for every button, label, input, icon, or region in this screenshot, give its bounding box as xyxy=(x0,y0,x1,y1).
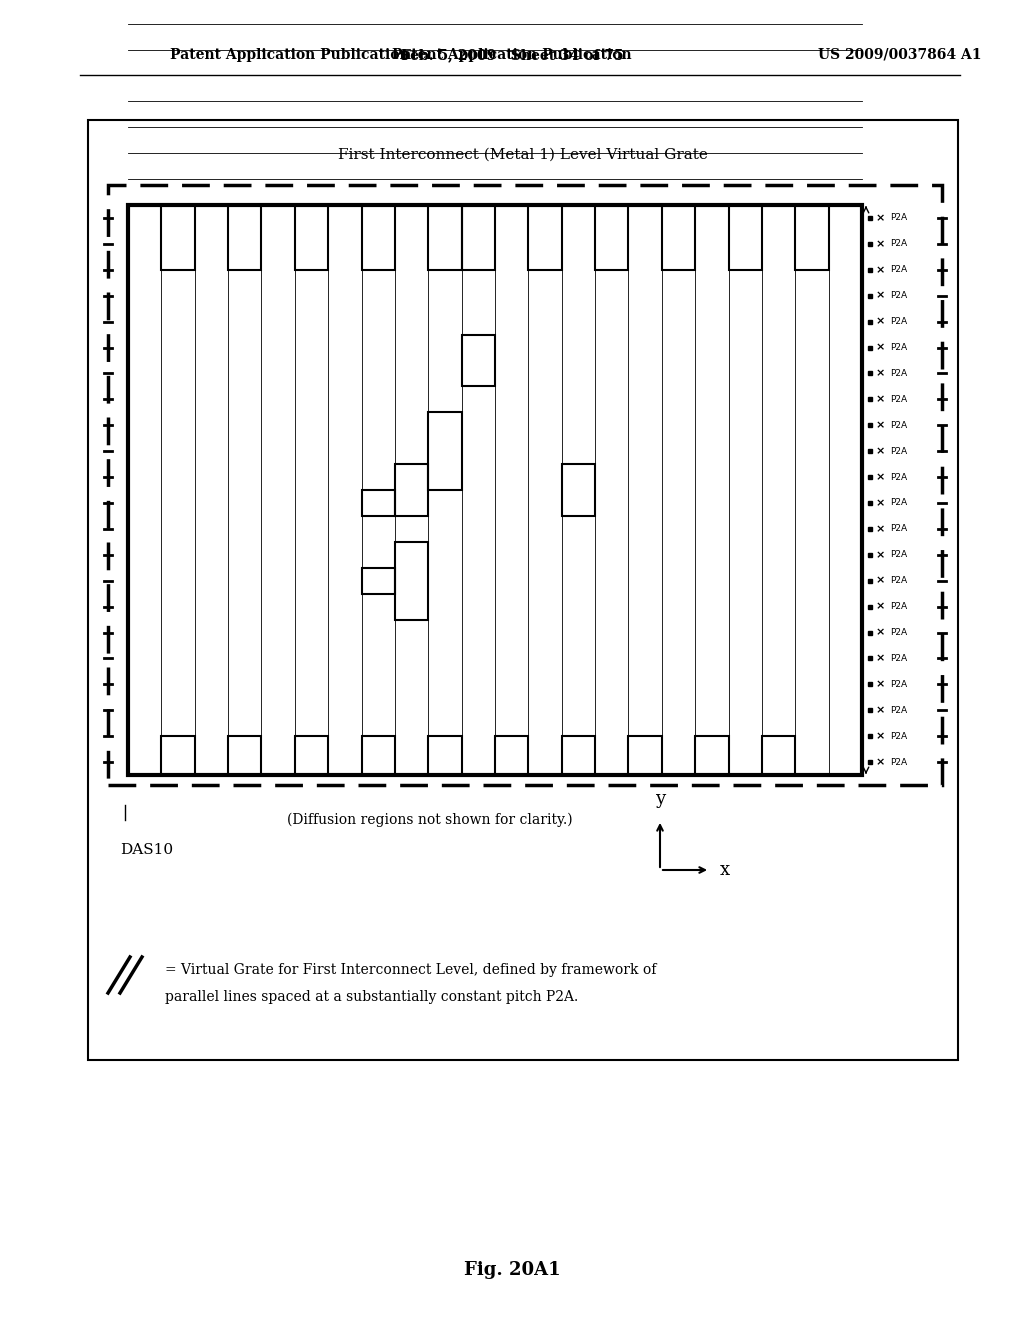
Text: P2A: P2A xyxy=(890,758,907,767)
Text: P2A: P2A xyxy=(890,550,907,560)
Bar xyxy=(595,205,629,269)
Text: ×: × xyxy=(876,213,885,223)
Text: P2A: P2A xyxy=(890,292,907,300)
Bar xyxy=(228,737,261,775)
Text: Fig. 20A1: Fig. 20A1 xyxy=(464,1261,560,1279)
Text: P2A: P2A xyxy=(890,602,907,611)
Bar xyxy=(428,737,462,775)
Bar xyxy=(128,205,862,775)
Text: ×: × xyxy=(876,705,885,715)
Bar xyxy=(361,568,395,594)
Bar xyxy=(428,205,462,269)
Text: P2A: P2A xyxy=(890,395,907,404)
Text: ×: × xyxy=(876,473,885,482)
Text: Patent Application Publication: Patent Application Publication xyxy=(392,48,632,62)
Bar xyxy=(428,412,462,490)
Text: P2A: P2A xyxy=(890,473,907,482)
Bar xyxy=(462,334,495,387)
Text: ×: × xyxy=(876,549,885,560)
Bar xyxy=(228,205,261,269)
Text: ×: × xyxy=(876,680,885,689)
Bar xyxy=(295,205,328,269)
Text: ×: × xyxy=(876,576,885,586)
Bar xyxy=(562,465,595,516)
Bar xyxy=(762,737,796,775)
Text: ×: × xyxy=(876,317,885,326)
Text: P2A: P2A xyxy=(890,653,907,663)
Text: P2A: P2A xyxy=(890,628,907,638)
Text: = Virtual Grate for First Interconnect Level, defined by framework of: = Virtual Grate for First Interconnect L… xyxy=(165,964,656,977)
Text: P2A: P2A xyxy=(890,524,907,533)
Bar xyxy=(462,205,495,269)
Bar xyxy=(495,737,528,775)
Bar xyxy=(361,205,395,269)
Text: ×: × xyxy=(876,731,885,741)
Text: DAS10: DAS10 xyxy=(120,843,173,857)
Text: ×: × xyxy=(876,290,885,301)
Bar xyxy=(528,205,562,269)
Text: ×: × xyxy=(876,420,885,430)
Text: y: y xyxy=(655,789,665,808)
Bar xyxy=(162,205,195,269)
Text: P2A: P2A xyxy=(890,446,907,455)
Text: ×: × xyxy=(876,395,885,404)
Text: P2A: P2A xyxy=(890,368,907,378)
Bar xyxy=(629,737,662,775)
Bar xyxy=(361,490,395,516)
Bar xyxy=(295,737,328,775)
Bar xyxy=(695,737,728,775)
Text: P2A: P2A xyxy=(890,421,907,430)
Text: P2A: P2A xyxy=(890,731,907,741)
Text: (Diffusion regions not shown for clarity.): (Diffusion regions not shown for clarity… xyxy=(287,813,572,828)
Text: ×: × xyxy=(876,239,885,249)
Text: ×: × xyxy=(876,602,885,611)
Text: ×: × xyxy=(876,368,885,379)
Bar xyxy=(662,205,695,269)
Text: Patent Application Publication: Patent Application Publication xyxy=(170,48,410,62)
Bar xyxy=(395,465,428,516)
Bar xyxy=(108,185,942,785)
Bar xyxy=(796,205,828,269)
Text: x: x xyxy=(720,861,730,879)
Text: ×: × xyxy=(876,627,885,638)
Text: P2A: P2A xyxy=(890,343,907,352)
Text: P2A: P2A xyxy=(890,577,907,585)
Text: Feb. 5, 2009   Sheet 34 of 75: Feb. 5, 2009 Sheet 34 of 75 xyxy=(400,48,624,62)
Text: parallel lines spaced at a substantially constant pitch P2A.: parallel lines spaced at a substantially… xyxy=(165,990,579,1005)
Bar xyxy=(88,120,958,1060)
Text: P2A: P2A xyxy=(890,317,907,326)
Bar xyxy=(728,205,762,269)
Text: P2A: P2A xyxy=(890,680,907,689)
Bar xyxy=(162,737,195,775)
Text: First Interconnect (Metal 1) Level Virtual Grate: First Interconnect (Metal 1) Level Virtu… xyxy=(338,148,708,162)
Text: ×: × xyxy=(876,758,885,767)
Text: ×: × xyxy=(876,498,885,508)
Text: ×: × xyxy=(876,524,885,533)
Text: ×: × xyxy=(876,342,885,352)
Text: P2A: P2A xyxy=(890,499,907,507)
Text: P2A: P2A xyxy=(890,239,907,248)
Text: P2A: P2A xyxy=(890,706,907,714)
Text: ×: × xyxy=(876,446,885,457)
Bar xyxy=(395,541,428,619)
Text: ×: × xyxy=(876,653,885,664)
Text: P2A: P2A xyxy=(890,265,907,275)
Bar xyxy=(562,737,595,775)
Text: US 2009/0037864 A1: US 2009/0037864 A1 xyxy=(818,48,982,62)
Bar xyxy=(361,737,395,775)
Text: P2A: P2A xyxy=(890,214,907,223)
Text: ×: × xyxy=(876,265,885,275)
